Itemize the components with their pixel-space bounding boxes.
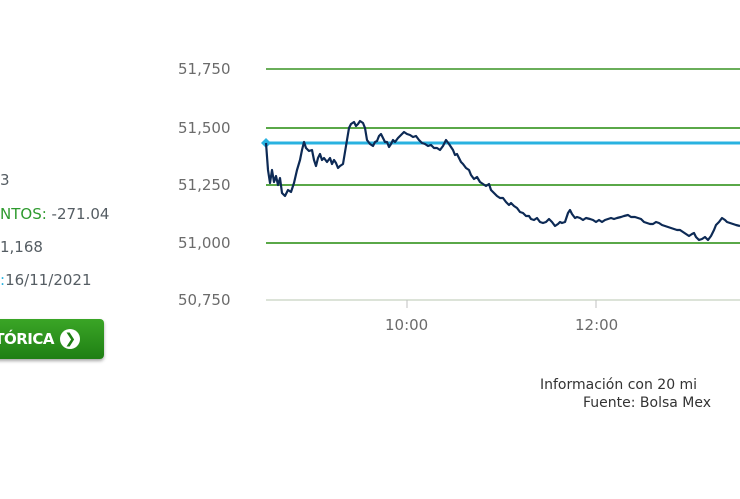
chart-footer-note: Información con 20 mi Fuente: Bolsa Mex — [540, 376, 711, 412]
x-tick-label: 10:00 — [385, 316, 429, 334]
date-label: : — [0, 271, 6, 289]
price-line — [264, 119, 740, 242]
quote-info-panel: 3 NTOS: -271.04 1,168 :16/11/2021 TÓRICA… — [0, 0, 170, 499]
info-row-1: 3 — [0, 171, 10, 189]
y-tick-label: 51,000 — [178, 234, 231, 252]
info-row-date: :16/11/2021 — [0, 271, 92, 289]
y-tick-label: 51,250 — [178, 176, 231, 194]
info-value: 1,168 — [0, 238, 43, 256]
y-tick-label: 51,750 — [178, 60, 231, 78]
x-tick-label: 12:00 — [575, 316, 619, 334]
arrow-right-circle-icon: ❯ — [60, 329, 80, 349]
chart-plot-area — [261, 68, 740, 308]
date-value: 16/11/2021 — [5, 271, 92, 289]
y-tick-label: 50,750 — [178, 291, 231, 309]
points-value: -271.04 — [51, 205, 110, 223]
source-notice: Fuente: Bolsa Mex — [583, 395, 712, 411]
history-button-label: TÓRICA — [0, 330, 54, 348]
info-row-3: 1,168 — [0, 238, 43, 256]
y-tick-label: 51,500 — [178, 119, 231, 137]
history-button[interactable]: TÓRICA ❯ — [0, 319, 104, 359]
info-row-points: NTOS: -271.04 — [0, 205, 109, 223]
intraday-chart: 51,750 51,500 51,250 51,000 50,750 10:00… — [178, 60, 740, 412]
info-value: 3 — [0, 171, 10, 189]
delay-notice: Información con 20 mi — [540, 377, 698, 393]
points-label: NTOS: — [0, 205, 47, 223]
